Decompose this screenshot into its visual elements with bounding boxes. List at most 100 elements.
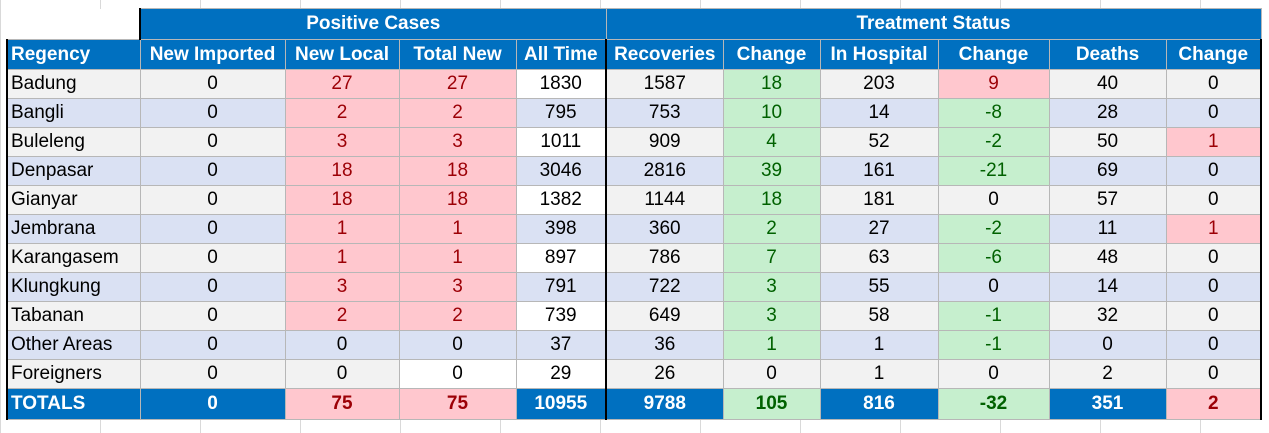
cell-recoveries[interactable]: 2816	[605, 156, 724, 186]
cell-in-hospital[interactable]: 52	[819, 127, 939, 157]
cell-total-new[interactable]: 2	[398, 301, 517, 331]
cell-deaths-change[interactable]: 0	[1165, 301, 1263, 331]
cell-all-time[interactable]: 795	[515, 98, 608, 128]
cell-new-imported[interactable]: 0	[139, 69, 286, 99]
cell-new-imported[interactable]: 0	[139, 156, 286, 186]
cell-recoveries[interactable]: 26	[605, 359, 724, 389]
cell-new-local[interactable]: 1	[284, 214, 400, 244]
cell-all-time[interactable]: 897	[515, 243, 608, 273]
cell-deaths[interactable]: 2	[1048, 359, 1167, 389]
cell-new-imported[interactable]: 0	[139, 272, 286, 302]
cell-new-local[interactable]: 18	[284, 156, 400, 186]
cell-all-time[interactable]: 29	[515, 359, 608, 389]
total-cell-hospital-change[interactable]: -32	[937, 388, 1050, 420]
total-cell-new-local[interactable]: 75	[284, 388, 400, 420]
cell-total-new[interactable]: 1	[398, 214, 517, 244]
cell-deaths-change[interactable]: 0	[1165, 185, 1263, 215]
cell-regency[interactable]: Foreigners	[6, 359, 141, 389]
cell-recoveries-change[interactable]: 3	[722, 301, 821, 331]
cell-hospital-change[interactable]: -6	[937, 243, 1050, 273]
cell-recoveries-change[interactable]: 18	[722, 69, 821, 99]
cell-recoveries-change[interactable]: 0	[722, 359, 821, 389]
total-cell-total-new[interactable]: 75	[398, 388, 517, 420]
cell-recoveries[interactable]: 1587	[605, 69, 724, 99]
cell-all-time[interactable]: 791	[515, 272, 608, 302]
cell-new-local[interactable]: 1	[284, 243, 400, 273]
cell-all-time[interactable]: 1830	[515, 69, 608, 99]
cell-deaths-change[interactable]: 0	[1165, 359, 1263, 389]
cell-deaths-change[interactable]: 0	[1165, 156, 1263, 186]
cell-new-local[interactable]: 3	[284, 127, 400, 157]
cell-total-new[interactable]: 3	[398, 127, 517, 157]
cell-deaths-change[interactable]: 0	[1165, 98, 1263, 128]
cell-recoveries-change[interactable]: 39	[722, 156, 821, 186]
total-cell-recoveries[interactable]: 9788	[605, 388, 724, 420]
cell-in-hospital[interactable]: 58	[819, 301, 939, 331]
cell-hospital-change[interactable]: 9	[937, 69, 1050, 99]
cell-all-time[interactable]: 1382	[515, 185, 608, 215]
cell-deaths-change[interactable]: 0	[1165, 272, 1263, 302]
cell-new-imported[interactable]: 0	[139, 127, 286, 157]
cell-new-local[interactable]: 27	[284, 69, 400, 99]
cell-new-imported[interactable]: 0	[139, 359, 286, 389]
cell-in-hospital[interactable]: 161	[819, 156, 939, 186]
cell-regency[interactable]: Tabanan	[6, 301, 141, 331]
cell-new-local[interactable]: 2	[284, 301, 400, 331]
cell-total-new[interactable]: 0	[398, 359, 517, 389]
total-cell-deaths[interactable]: 351	[1048, 388, 1167, 420]
cell-regency[interactable]: Other Areas	[6, 330, 141, 360]
cell-new-local[interactable]: 18	[284, 185, 400, 215]
cell-recoveries[interactable]: 909	[605, 127, 724, 157]
cell-deaths[interactable]: 50	[1048, 127, 1167, 157]
cell-new-imported[interactable]: 0	[139, 243, 286, 273]
cell-deaths[interactable]: 32	[1048, 301, 1167, 331]
cell-total-new[interactable]: 0	[398, 330, 517, 360]
cell-deaths[interactable]: 48	[1048, 243, 1167, 273]
total-cell-deaths-change[interactable]: 2	[1165, 388, 1263, 420]
cell-recoveries[interactable]: 1144	[605, 185, 724, 215]
cell-deaths[interactable]: 0	[1048, 330, 1167, 360]
cell-in-hospital[interactable]: 181	[819, 185, 939, 215]
cell-in-hospital[interactable]: 55	[819, 272, 939, 302]
cell-hospital-change[interactable]: 0	[937, 185, 1050, 215]
cell-new-imported[interactable]: 0	[139, 98, 286, 128]
cell-regency[interactable]: Bangli	[6, 98, 141, 128]
cell-deaths[interactable]: 57	[1048, 185, 1167, 215]
cell-deaths-change[interactable]: 0	[1165, 243, 1263, 273]
cell-new-local[interactable]: 0	[284, 359, 400, 389]
cell-hospital-change[interactable]: -2	[937, 127, 1050, 157]
cell-all-time[interactable]: 3046	[515, 156, 608, 186]
cell-recoveries[interactable]: 753	[605, 98, 724, 128]
cell-hospital-change[interactable]: -21	[937, 156, 1050, 186]
cell-deaths[interactable]: 14	[1048, 272, 1167, 302]
cell-deaths[interactable]: 28	[1048, 98, 1167, 128]
cell-new-imported[interactable]: 0	[139, 214, 286, 244]
cell-total-new[interactable]: 18	[398, 156, 517, 186]
cell-deaths-change[interactable]: 1	[1165, 214, 1263, 244]
cell-recoveries-change[interactable]: 1	[722, 330, 821, 360]
cell-recoveries-change[interactable]: 4	[722, 127, 821, 157]
cell-hospital-change[interactable]: 0	[937, 272, 1050, 302]
cell-hospital-change[interactable]: 0	[937, 359, 1050, 389]
cell-recoveries[interactable]: 649	[605, 301, 724, 331]
cell-regency[interactable]: Denpasar	[6, 156, 141, 186]
cell-recoveries-change[interactable]: 2	[722, 214, 821, 244]
cell-all-time[interactable]: 739	[515, 301, 608, 331]
cell-new-imported[interactable]: 0	[139, 301, 286, 331]
cell-new-local[interactable]: 0	[284, 330, 400, 360]
cell-recoveries[interactable]: 360	[605, 214, 724, 244]
total-cell-all-time[interactable]: 10955	[515, 388, 608, 420]
cell-in-hospital[interactable]: 1	[819, 359, 939, 389]
total-cell-new-imported[interactable]: 0	[139, 388, 286, 420]
cell-hospital-change[interactable]: -1	[937, 301, 1050, 331]
cell-deaths[interactable]: 11	[1048, 214, 1167, 244]
cell-new-local[interactable]: 3	[284, 272, 400, 302]
cell-recoveries-change[interactable]: 10	[722, 98, 821, 128]
total-cell-regency[interactable]: TOTALS	[6, 388, 141, 420]
cell-recoveries[interactable]: 722	[605, 272, 724, 302]
cell-in-hospital[interactable]: 63	[819, 243, 939, 273]
cell-recoveries[interactable]: 786	[605, 243, 724, 273]
cell-new-local[interactable]: 2	[284, 98, 400, 128]
cell-new-imported[interactable]: 0	[139, 185, 286, 215]
cell-hospital-change[interactable]: -8	[937, 98, 1050, 128]
